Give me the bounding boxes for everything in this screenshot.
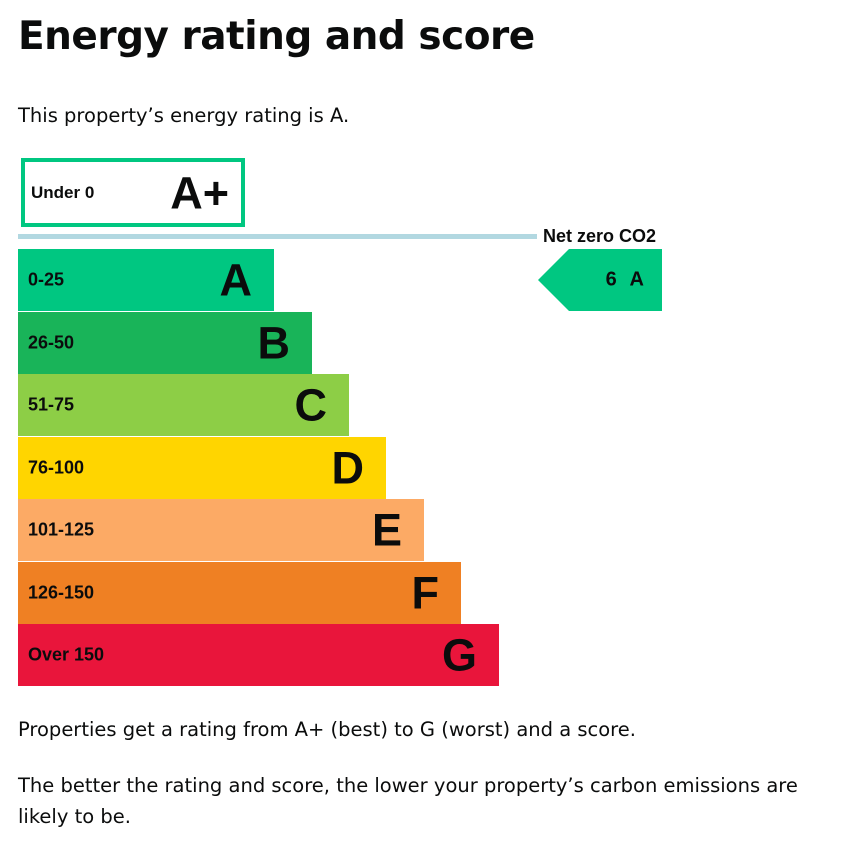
band-a: 0-25 A xyxy=(18,249,274,311)
band-range: 51-75 xyxy=(28,394,75,415)
band-c: 51-75 C xyxy=(18,374,349,436)
band-b: 26-50 B xyxy=(18,311,312,374)
page-title: Energy rating and score xyxy=(18,14,535,59)
band-g: Over 150 G xyxy=(18,624,499,686)
band-e: 101-125 E xyxy=(18,499,424,561)
band-d: 76-100 D xyxy=(18,436,386,499)
band-letter: E xyxy=(371,504,402,556)
band-range: Under 0 xyxy=(31,182,95,202)
intro-text: This property’s energy rating is A. xyxy=(18,104,350,127)
band-range: 26-50 xyxy=(28,332,75,352)
current-rating-arrow: 6 A xyxy=(538,249,662,311)
band-letter: C xyxy=(294,379,328,431)
band-range: Over 150 xyxy=(28,644,105,665)
rating-explanation: Properties get a rating from A+ (best) t… xyxy=(18,718,636,741)
band-range: 0-25 xyxy=(28,269,65,290)
band-letter: A xyxy=(219,254,253,306)
band-range: 101-125 xyxy=(28,519,95,540)
band-range: 126-150 xyxy=(28,582,95,602)
band-letter: B xyxy=(257,317,291,368)
band-a-plus: Under 0 A+ xyxy=(21,158,245,227)
band-letter: D xyxy=(331,442,365,493)
band-range: 76-100 xyxy=(28,457,85,477)
net-zero-label: Net zero CO2 xyxy=(543,226,657,246)
current-rating-label: 6 A xyxy=(605,268,644,291)
net-zero-line xyxy=(18,234,537,239)
band-letter: A+ xyxy=(170,167,229,218)
band-f: 126-150 F xyxy=(18,561,461,624)
band-letter: G xyxy=(441,629,477,681)
carbon-explanation: The better the rating and score, the low… xyxy=(18,774,798,828)
band-letter: F xyxy=(411,567,440,618)
